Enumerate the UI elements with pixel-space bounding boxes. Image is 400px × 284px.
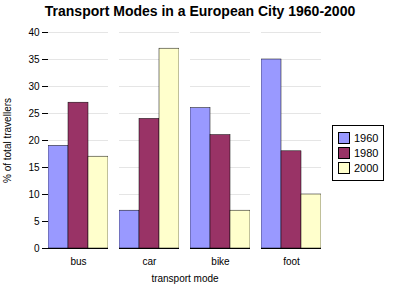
svg-text:transport mode: transport mode [151, 273, 219, 284]
svg-text:% of total travellers: % of total travellers [2, 98, 13, 183]
svg-text:0: 0 [34, 243, 40, 254]
svg-text:30: 30 [28, 81, 40, 92]
svg-text:bus: bus [70, 256, 86, 267]
svg-text:5: 5 [34, 216, 40, 227]
svg-text:40: 40 [28, 27, 40, 38]
svg-text:25: 25 [28, 108, 40, 119]
svg-text:35: 35 [28, 54, 40, 65]
svg-text:foot: foot [283, 256, 300, 267]
html-text:1980: 1980 [354, 147, 379, 159]
svg-text:10: 10 [28, 189, 40, 200]
html-text:1960: 1960 [354, 132, 379, 144]
svg-text:car: car [143, 256, 158, 267]
svg-text:bike: bike [211, 256, 230, 267]
html-text:2000: 2000 [354, 162, 379, 174]
svg-text:20: 20 [28, 135, 40, 146]
html-text:Transport Modes in a European: Transport Modes in a European City 1960-… [44, 3, 356, 19]
svg-text:15: 15 [28, 162, 40, 173]
